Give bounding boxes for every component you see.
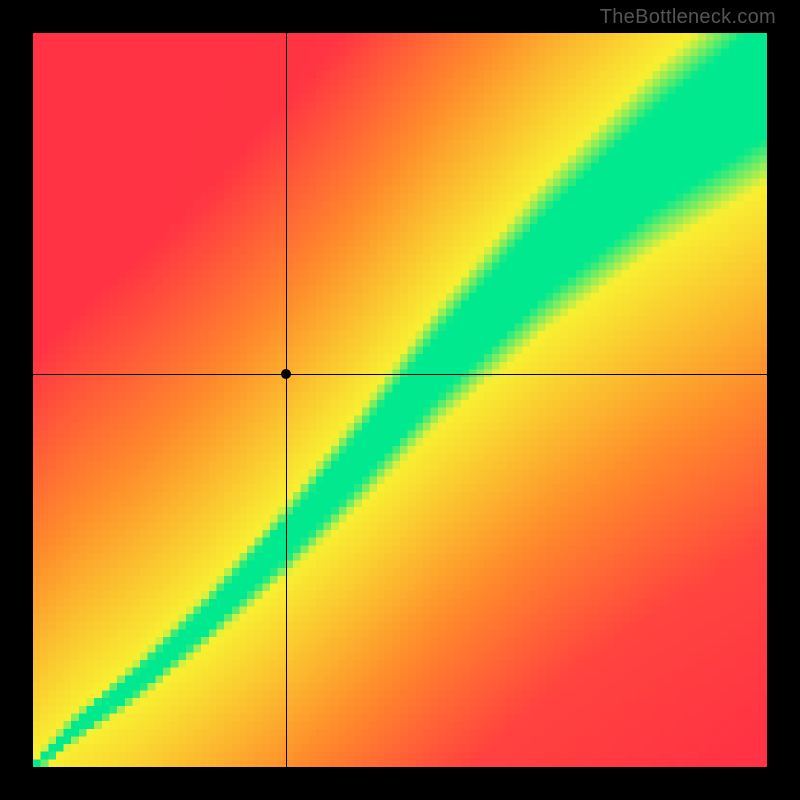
crosshair-marker-dot xyxy=(281,369,291,379)
crosshair-vertical xyxy=(286,33,287,767)
heatmap-plot xyxy=(33,33,767,767)
watermark-text: TheBottleneck.com xyxy=(600,6,776,29)
heatmap-canvas xyxy=(33,33,767,767)
crosshair-horizontal xyxy=(33,374,767,375)
